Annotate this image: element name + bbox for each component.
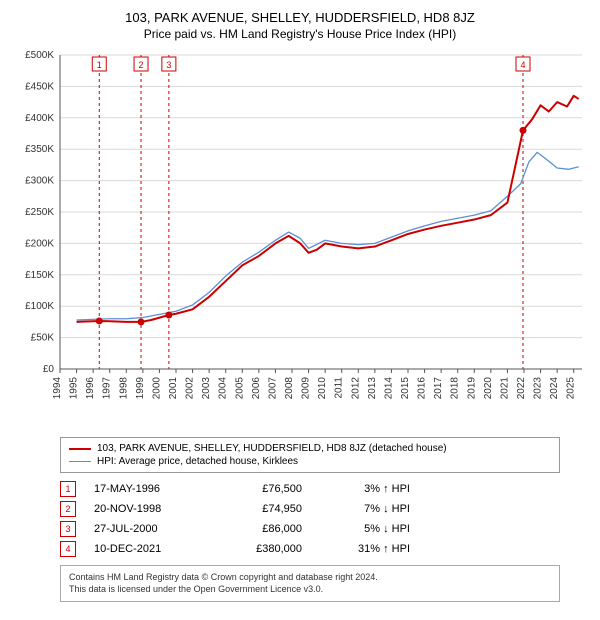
svg-text:2012: 2012 — [350, 377, 361, 400]
svg-text:2018: 2018 — [450, 377, 461, 400]
sale-row: 3 27-JUL-2000 £86,000 5% ↓ HPI — [60, 519, 560, 539]
svg-text:£350K: £350K — [25, 144, 54, 155]
svg-text:3: 3 — [166, 60, 171, 70]
legend-label: HPI: Average price, detached house, Kirk… — [97, 456, 298, 467]
svg-text:2005: 2005 — [234, 377, 245, 400]
legend-item: 103, PARK AVENUE, SHELLEY, HUDDERSFIELD,… — [69, 442, 551, 455]
sale-price: £86,000 — [212, 523, 302, 535]
svg-text:1999: 1999 — [135, 377, 146, 400]
sale-diff: 31% ↑ HPI — [320, 543, 410, 555]
chart-title: 103, PARK AVENUE, SHELLEY, HUDDERSFIELD,… — [10, 10, 590, 25]
svg-text:1995: 1995 — [69, 377, 80, 400]
svg-text:2013: 2013 — [367, 377, 378, 400]
legend-swatch — [69, 461, 91, 462]
sale-price: £76,500 — [212, 483, 302, 495]
chart-container: 103, PARK AVENUE, SHELLEY, HUDDERSFIELD,… — [0, 0, 600, 612]
svg-text:2021: 2021 — [499, 377, 510, 400]
svg-text:2015: 2015 — [400, 377, 411, 400]
sale-row: 2 20-NOV-1998 £74,950 7% ↓ HPI — [60, 499, 560, 519]
legend-label: 103, PARK AVENUE, SHELLEY, HUDDERSFIELD,… — [97, 443, 447, 454]
svg-text:£100K: £100K — [25, 301, 54, 312]
sale-row: 4 10-DEC-2021 £380,000 31% ↑ HPI — [60, 539, 560, 559]
svg-text:2014: 2014 — [383, 377, 394, 400]
svg-text:2020: 2020 — [483, 377, 494, 400]
footnote: Contains HM Land Registry data © Crown c… — [60, 565, 560, 602]
svg-text:2009: 2009 — [301, 377, 312, 400]
svg-text:2022: 2022 — [516, 377, 527, 400]
svg-text:2: 2 — [139, 60, 144, 70]
sale-diff: 3% ↑ HPI — [320, 483, 410, 495]
svg-text:£300K: £300K — [25, 176, 54, 187]
sale-diff: 7% ↓ HPI — [320, 503, 410, 515]
svg-text:£500K: £500K — [25, 50, 54, 61]
sale-date: 20-NOV-1998 — [94, 503, 194, 515]
svg-text:2008: 2008 — [284, 377, 295, 400]
svg-text:2011: 2011 — [334, 377, 345, 399]
legend-item: HPI: Average price, detached house, Kirk… — [69, 455, 551, 468]
svg-text:2019: 2019 — [466, 377, 477, 400]
svg-text:2006: 2006 — [251, 377, 262, 400]
svg-text:1: 1 — [97, 60, 102, 70]
svg-text:2002: 2002 — [185, 377, 196, 400]
svg-text:1996: 1996 — [85, 377, 96, 400]
sale-marker: 1 — [60, 481, 76, 497]
svg-text:2003: 2003 — [201, 377, 212, 400]
svg-text:1997: 1997 — [102, 377, 113, 400]
chart-area: £0 £50K £100K £150K £200K £250K £300K £350K £400… — [10, 49, 590, 429]
svg-text:2000: 2000 — [151, 377, 162, 400]
sale-date: 10-DEC-2021 — [94, 543, 194, 555]
svg-text:2017: 2017 — [433, 377, 444, 400]
svg-text:2010: 2010 — [317, 377, 328, 400]
svg-text:£50K: £50K — [31, 333, 55, 344]
footnote-line: Contains HM Land Registry data © Crown c… — [69, 572, 551, 584]
sale-price: £74,950 — [212, 503, 302, 515]
sale-marker: 2 — [60, 501, 76, 517]
svg-text:2001: 2001 — [168, 377, 179, 400]
sale-row: 1 17-MAY-1996 £76,500 3% ↑ HPI — [60, 479, 560, 499]
legend-swatch — [69, 448, 91, 450]
sale-date: 17-MAY-1996 — [94, 483, 194, 495]
svg-text:1998: 1998 — [118, 377, 129, 400]
sale-marker: 4 — [60, 541, 76, 557]
svg-text:2025: 2025 — [566, 377, 577, 400]
svg-text:£250K: £250K — [25, 207, 54, 218]
svg-text:2024: 2024 — [549, 377, 560, 400]
line-chart: £0 £50K £100K £150K £200K £250K £300K £350K £400… — [10, 49, 590, 429]
svg-text:£450K: £450K — [25, 81, 54, 92]
sale-price: £380,000 — [212, 543, 302, 555]
svg-text:2023: 2023 — [533, 377, 544, 400]
svg-text:2004: 2004 — [218, 377, 229, 400]
svg-text:£150K: £150K — [25, 270, 54, 281]
legend: 103, PARK AVENUE, SHELLEY, HUDDERSFIELD,… — [60, 437, 560, 473]
sale-date: 27-JUL-2000 — [94, 523, 194, 535]
svg-text:4: 4 — [520, 60, 525, 70]
chart-subtitle: Price paid vs. HM Land Registry's House … — [10, 27, 590, 41]
svg-text:£200K: £200K — [25, 238, 54, 249]
svg-text:£0: £0 — [43, 364, 55, 375]
sale-marker: 3 — [60, 521, 76, 537]
svg-text:£400K: £400K — [25, 113, 54, 124]
footnote-line: This data is licensed under the Open Gov… — [69, 584, 551, 596]
svg-text:1994: 1994 — [52, 377, 63, 400]
svg-text:2007: 2007 — [267, 377, 278, 400]
sale-diff: 5% ↓ HPI — [320, 523, 410, 535]
sales-table: 1 17-MAY-1996 £76,500 3% ↑ HPI 2 20-NOV-1998 £… — [60, 479, 560, 559]
svg-text:2016: 2016 — [417, 377, 428, 400]
